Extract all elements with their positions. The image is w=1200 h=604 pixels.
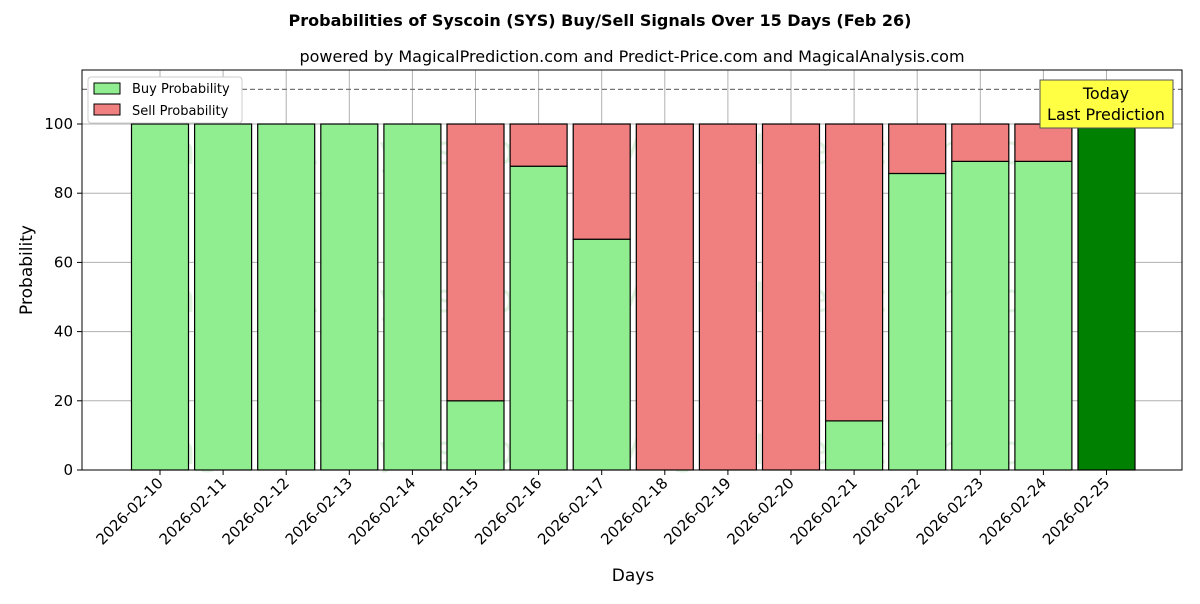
sell-bar [888,123,947,175]
annotation-line1: Today [1082,84,1129,103]
y-tick-label: 80 [54,184,73,202]
sell-bar [698,123,758,471]
plot-frame [81,69,1183,471]
x-tick-label: 2026-02-12 [219,474,293,548]
y-tick-label: 0 [63,461,73,479]
y-tick-label: 100 [44,115,73,133]
buy-bar [572,238,631,471]
x-tick-label: 2026-02-21 [787,474,861,548]
sell-bar [509,123,568,167]
x-tick-label: 2026-02-11 [156,474,230,548]
x-tick-label: 2026-02-15 [408,474,482,548]
buy-bar [130,123,190,471]
x-tick-label: 2026-02-23 [913,474,987,548]
x-tick-label: 2026-02-22 [850,474,924,548]
legend-sell-swatch [93,103,121,116]
buy-bar [320,123,379,471]
y-axis-label: Probability [17,225,37,315]
chart-title: Probabilities of Syscoin (SYS) Buy/Sell … [289,11,912,30]
x-tick-label: 2026-02-13 [282,474,356,548]
legend-buy-swatch [93,82,121,95]
sell-bar [824,123,884,422]
x-tick-label: 2026-02-25 [1039,474,1113,548]
x-tick-label: 2026-02-10 [92,474,166,548]
x-tick-label: 2026-02-24 [976,474,1050,548]
sell-bar [1014,123,1073,162]
buy-bar [509,165,568,471]
x-axis-label: Days [612,566,655,586]
buy-bar [1077,123,1136,471]
x-tick-label: 2026-02-20 [723,474,797,548]
buy-bar [383,123,442,471]
legend-buy-label: Buy Probability [132,82,230,97]
x-tick-label: 2026-02-16 [471,474,545,548]
y-tick-label: 60 [54,253,73,271]
annotation-line2: Last Prediction [1047,105,1165,124]
buy-bar [951,160,1010,471]
buy-bar [888,172,947,471]
sell-bar [446,123,505,402]
buy-bar [446,400,505,471]
buy-bar [824,420,884,471]
legend: Buy Probability Sell Probability [87,76,243,124]
x-tick-label: 2026-02-18 [597,474,671,548]
sell-bar [572,123,631,240]
y-tick-label: 20 [54,392,73,410]
x-tick-label: 2026-02-17 [534,474,608,548]
buy-bar [1014,160,1073,471]
chart-subtitle: powered by MagicalPrediction.com and Pre… [299,47,964,66]
y-tick-label: 40 [54,323,73,341]
sell-bar [951,123,1010,162]
buy-bar [194,123,253,471]
x-tick-label: 2026-02-19 [660,474,734,548]
today-annotation: Today Last Prediction [1039,79,1174,129]
sell-bar [635,123,694,471]
legend-sell-label: Sell Probability [132,104,229,119]
sell-bar [761,123,821,471]
buy-bar [257,123,316,471]
x-tick-label: 2026-02-14 [345,474,419,548]
